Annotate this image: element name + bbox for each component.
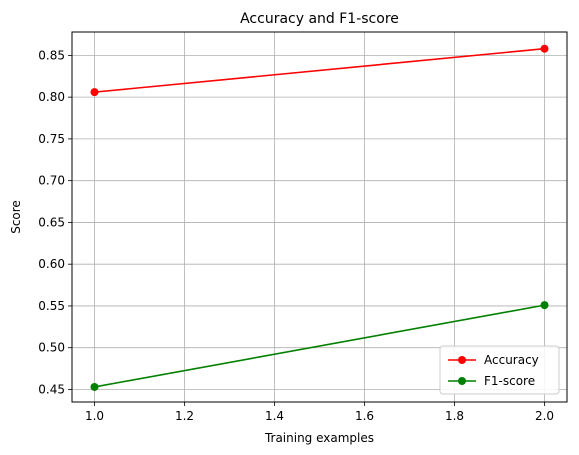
- x-tick-label: 1.0: [85, 409, 104, 423]
- x-tick-label: 1.4: [265, 409, 284, 423]
- x-tick-label: 1.2: [175, 409, 194, 423]
- f1-score-line: [94, 304, 545, 388]
- x-tick-label: 2.0: [535, 409, 554, 423]
- accuracy-point: [540, 44, 549, 53]
- y-tick-label: 0.55: [38, 299, 65, 313]
- y-tick-label: 0.70: [38, 174, 65, 188]
- y-axis-ticks: 0.45 0.50 0.55 0.60 0.65 0.70 0.75 0.80 0.85: [38, 48, 72, 396]
- y-tick-label: 0.75: [38, 132, 65, 146]
- x-tick-label: 1.6: [355, 409, 374, 423]
- x-axis-ticks: 1.0 1.2 1.4 1.6 1.8 2.0: [85, 402, 554, 423]
- grid: [72, 32, 567, 402]
- plot-frame: [71, 31, 568, 403]
- y-tick-label: 0.60: [38, 257, 65, 271]
- chart-title: Accuracy and F1-score: [240, 11, 399, 27]
- legend-accuracy-label: Accuracy: [484, 353, 539, 367]
- y-tick-label: 0.65: [38, 215, 65, 229]
- x-tick-label: 1.8: [445, 409, 464, 423]
- legend: Accuracy F1-score: [439, 345, 560, 395]
- legend-f1-score-label: F1-score: [484, 374, 535, 388]
- f1-score-point: [540, 301, 549, 310]
- y-axis-label: Score: [9, 200, 23, 234]
- x-axis-label: Training examples: [264, 431, 374, 445]
- y-tick-label: 0.80: [38, 90, 65, 104]
- y-tick-label: 0.85: [38, 48, 65, 62]
- y-tick-label: 0.45: [38, 382, 65, 396]
- f1-score-point: [90, 382, 99, 391]
- legend-f1-score-marker: [458, 377, 466, 385]
- accuracy-line: [94, 47, 545, 93]
- y-tick-label: 0.50: [38, 341, 65, 355]
- accuracy-point: [90, 88, 99, 97]
- legend-box: [439, 345, 560, 395]
- series-layer: [90, 44, 549, 391]
- legend-accuracy-marker: [458, 356, 466, 364]
